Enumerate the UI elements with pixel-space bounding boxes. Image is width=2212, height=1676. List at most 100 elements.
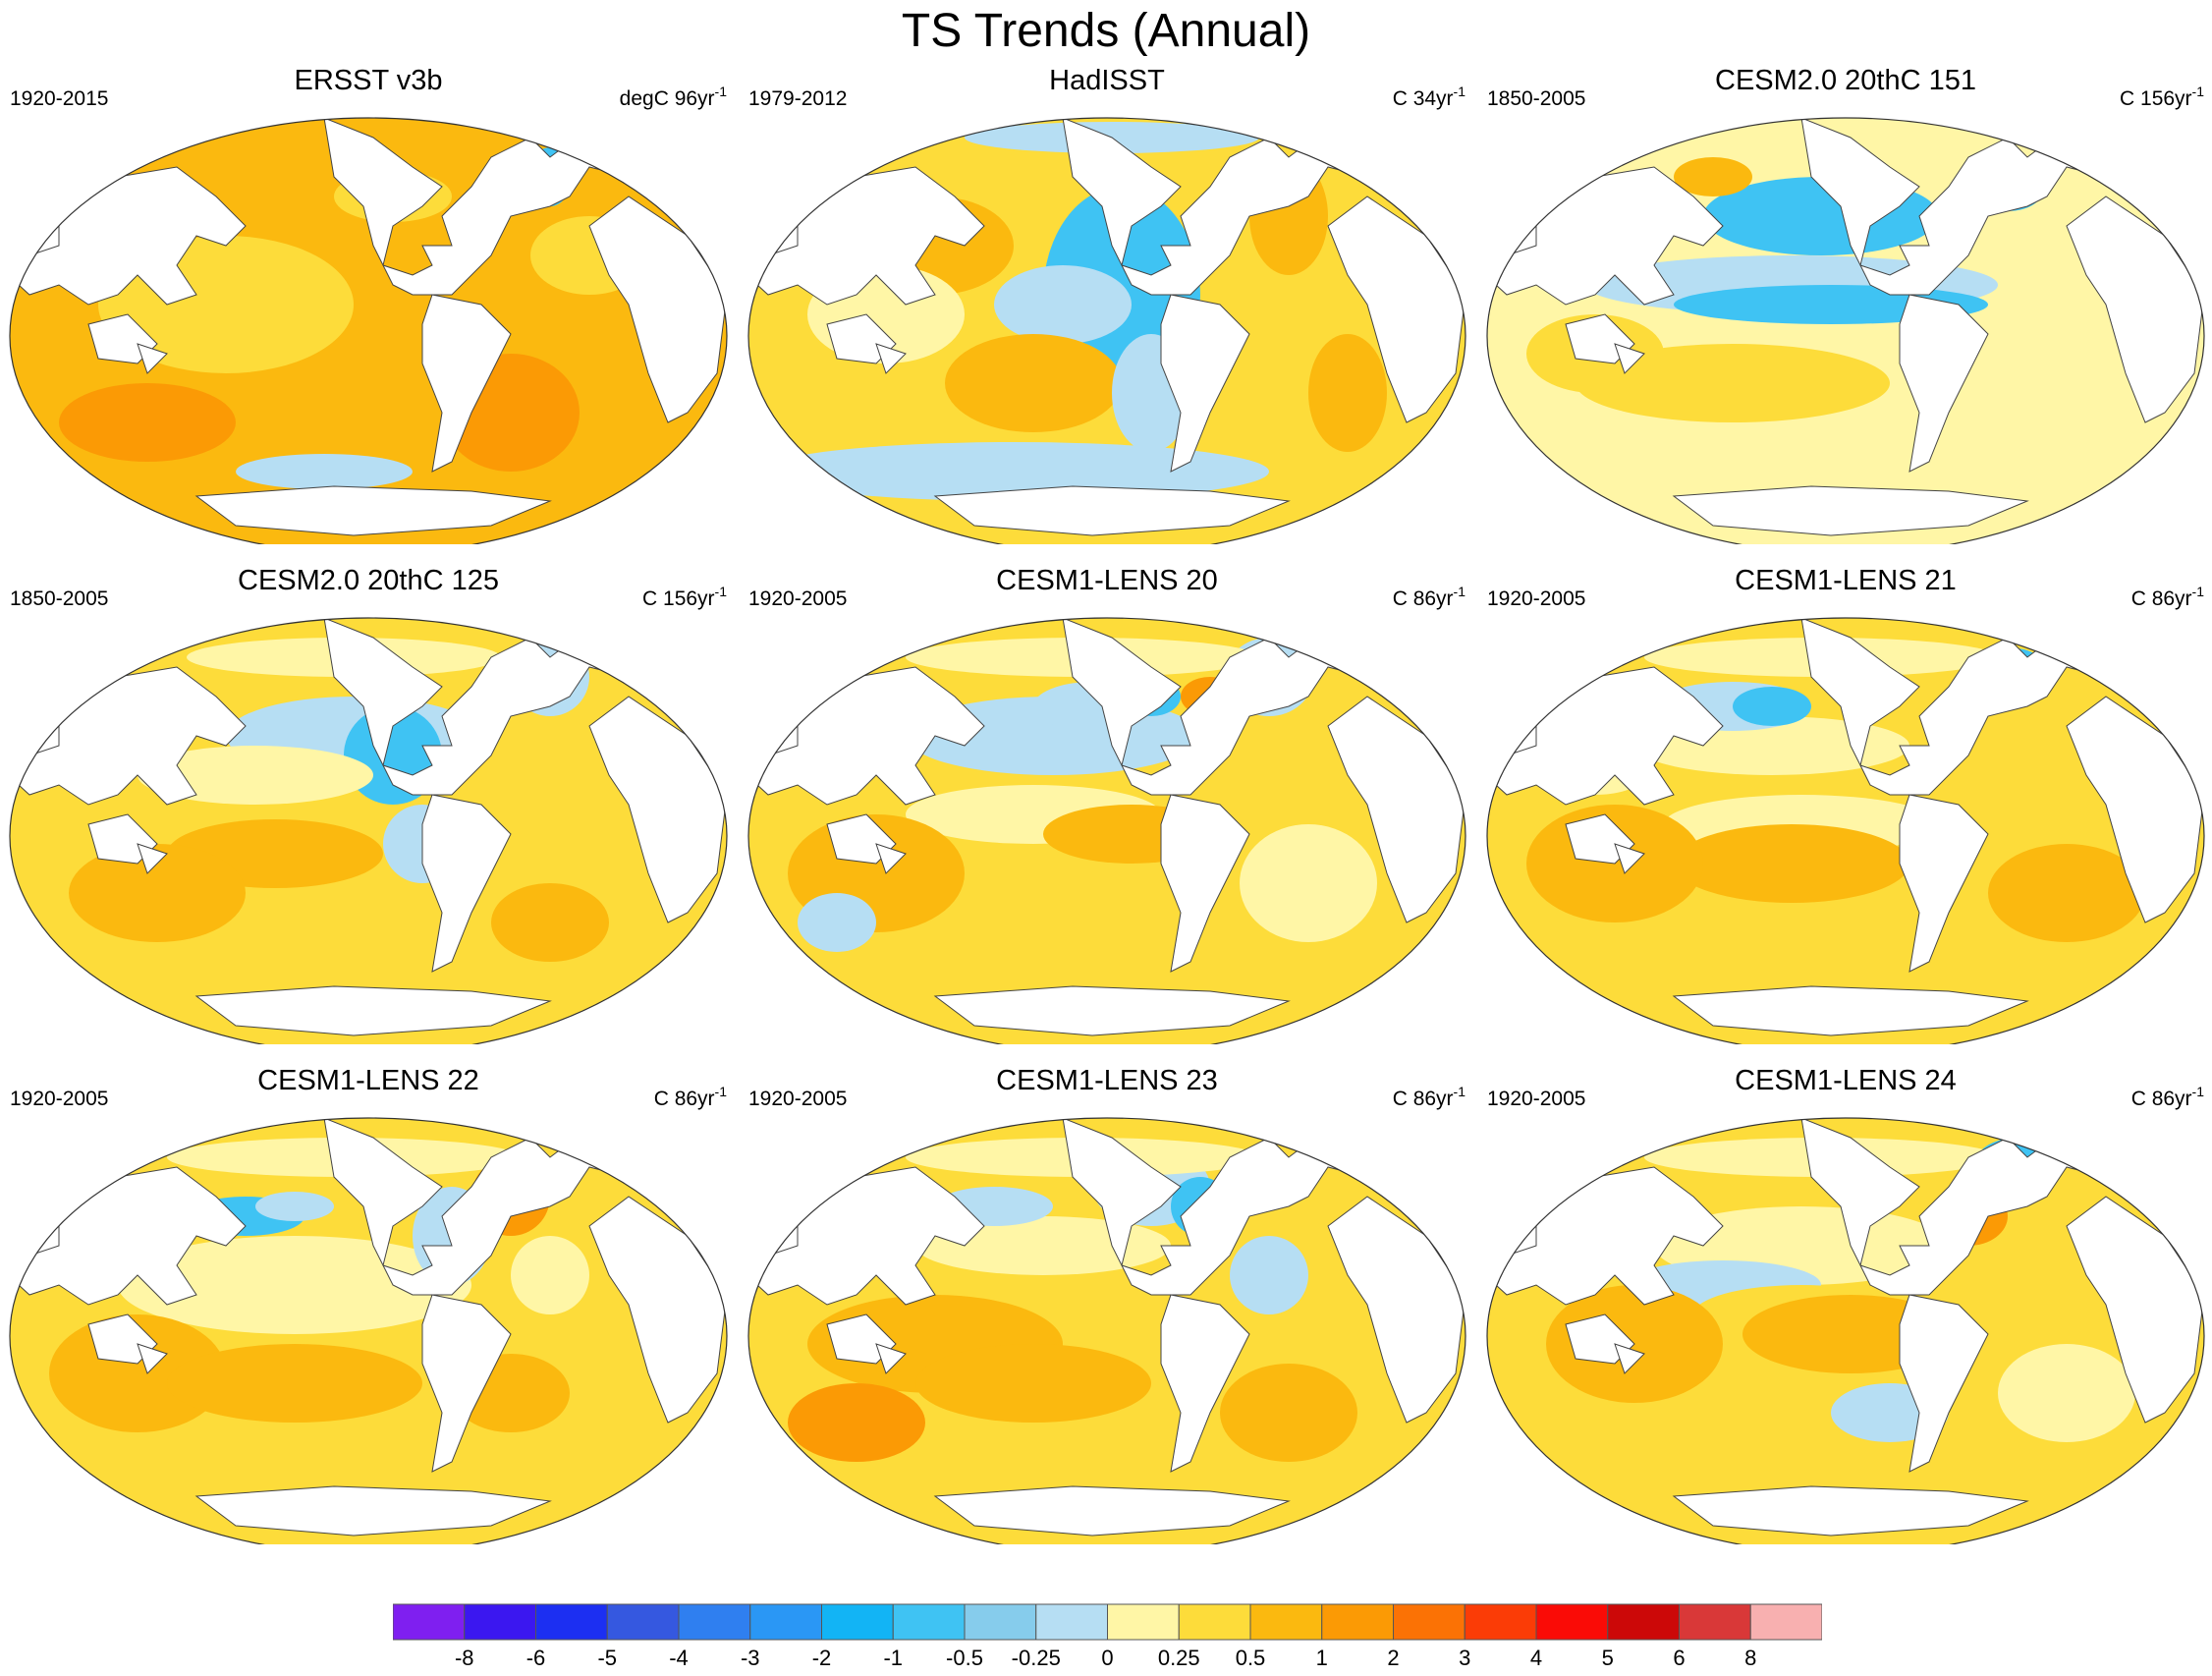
colorbar-label: 5 <box>1601 1646 1614 1670</box>
land-mass <box>1672 985 2029 1036</box>
land-mass <box>137 843 168 874</box>
colorbar-swatch <box>393 1603 466 1641</box>
panel-title: ERSST v3b <box>294 65 443 96</box>
colorbar-label: 0.5 <box>1235 1646 1266 1670</box>
trend-region <box>798 893 876 952</box>
panel-period: 1979-2012 <box>748 87 848 110</box>
colorbar-label: 6 <box>1673 1646 1686 1670</box>
colorbar-label: -4 <box>669 1646 689 1670</box>
figure-title: TS Trends (Annual) <box>901 5 1311 57</box>
trend-map <box>9 1117 728 1544</box>
panel-units: C 156yr-1 <box>642 584 727 610</box>
map-panel: ERSST v3b 1920-2015 degC 96yr-1 <box>0 63 737 544</box>
map-border <box>9 117 728 544</box>
trend-map <box>747 117 1466 544</box>
land-mass <box>1614 843 1645 874</box>
panel-period: 1920-2015 <box>10 87 109 110</box>
colorbar-label: 2 <box>1387 1646 1400 1670</box>
trend-region <box>1998 1344 2135 1442</box>
panel-period: 1850-2005 <box>10 587 109 610</box>
panel-units: C 156yr-1 <box>2120 84 2204 110</box>
colorbar: -8 -6 -5 -4 -3 -2 -1 -0.5 -0.25 0 0.25 0.5 1 2 3 4 5 6 8 <box>393 1603 1822 1674</box>
colorbar-swatch <box>1679 1603 1751 1641</box>
land-mass <box>194 985 552 1036</box>
trend-region <box>1674 824 1909 903</box>
trend-region <box>1308 334 1387 452</box>
land-mass <box>137 343 168 374</box>
land-mass <box>2066 1196 2204 1424</box>
land-mass <box>1327 1196 1465 1424</box>
land-mass <box>933 485 1291 536</box>
panel-period: 1920-2005 <box>748 1088 848 1110</box>
land-mass <box>757 1205 799 1257</box>
panel-units: C 86yr-1 <box>2130 584 2204 610</box>
trend-region <box>945 334 1122 432</box>
land-mass <box>421 794 512 973</box>
panel-units: C 86yr-1 <box>2130 1084 2204 1110</box>
colorbar-swatches <box>393 1603 1822 1641</box>
land-mass <box>1496 205 1537 256</box>
trend-region <box>1988 844 2145 942</box>
panel-period: 1920-2005 <box>748 587 848 610</box>
panel-title: CESM1-LENS 24 <box>1735 1065 1957 1096</box>
land-mass <box>1160 1294 1250 1473</box>
panel-period: 1850-2005 <box>1487 87 1586 110</box>
panel-units: C 86yr-1 <box>1392 584 1465 610</box>
colorbar-label: 4 <box>1529 1646 1543 1670</box>
trend-region <box>1230 1236 1308 1314</box>
land-mass <box>1614 343 1645 374</box>
land-mass <box>1899 794 1989 973</box>
map-border <box>747 117 1466 544</box>
land-mass <box>1160 294 1250 473</box>
land-mass <box>875 343 907 374</box>
land-mass <box>19 705 60 756</box>
colorbar-swatch <box>1321 1603 1394 1641</box>
land-mass <box>588 196 727 423</box>
panel-units: degC 96yr-1 <box>619 84 727 110</box>
colorbar-label: 1 <box>1315 1646 1328 1670</box>
trend-map <box>747 1117 1466 1544</box>
land-mass <box>933 985 1291 1036</box>
map-panel: CESM1-LENS 21 1920-2005 C 86yr-1 <box>1477 563 2212 1044</box>
trend-map <box>1486 617 2205 1044</box>
map-border <box>1486 117 2205 544</box>
map-border <box>9 1117 728 1544</box>
land-mass <box>421 294 512 473</box>
land-mass <box>1327 696 1465 923</box>
trend-region <box>138 746 373 805</box>
map-panel: CESM1-LENS 23 1920-2005 C 86yr-1 <box>739 1063 1475 1544</box>
colorbar-swatch <box>678 1603 751 1641</box>
land-mass <box>1327 196 1465 423</box>
land-mass <box>1614 1343 1645 1374</box>
land-mass <box>421 1294 512 1473</box>
land-mass <box>933 1485 1291 1536</box>
colorbar-swatch <box>1464 1603 1537 1641</box>
trend-map <box>1486 117 2205 544</box>
panel-period: 1920-2005 <box>1487 587 1586 610</box>
panel-units: C 86yr-1 <box>1392 1084 1465 1110</box>
colorbar-swatch <box>821 1603 894 1641</box>
land-mass <box>1496 1205 1537 1257</box>
colorbar-label: 0.25 <box>1157 1646 1200 1670</box>
land-mass <box>757 205 799 256</box>
land-mass <box>1899 1294 1989 1473</box>
map-panel: CESM2.0 20thC 125 1850-2005 C 156yr-1 <box>0 563 737 1044</box>
land-mass <box>1899 294 1989 473</box>
colorbar-swatch <box>964 1603 1037 1641</box>
land-mass <box>875 1343 907 1374</box>
trend-region <box>1240 824 1377 942</box>
trend-region <box>69 844 246 942</box>
colorbar-label: 3 <box>1459 1646 1471 1670</box>
colorbar-swatch <box>1107 1603 1180 1641</box>
colorbar-label: 0 <box>1101 1646 1114 1670</box>
panel-title: CESM2.0 20thC 125 <box>238 565 499 596</box>
colorbar-swatch <box>1035 1603 1108 1641</box>
colorbar-swatch <box>464 1603 536 1641</box>
colorbar-swatch <box>1535 1603 1609 1641</box>
panel-period: 1920-2005 <box>1487 1088 1586 1110</box>
trend-region <box>788 1383 925 1462</box>
trend-region <box>994 265 1132 344</box>
colorbar-swatch <box>1607 1603 1680 1641</box>
map-border <box>747 1117 1466 1544</box>
trend-region <box>511 1236 589 1314</box>
